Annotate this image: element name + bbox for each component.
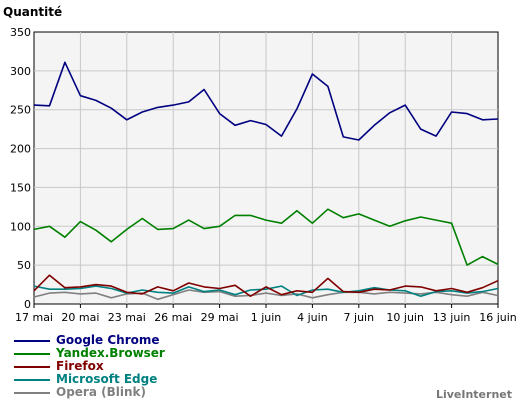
y-tick-label: 100 — [10, 220, 31, 233]
x-tick-label: 10 juin — [386, 311, 424, 324]
series-line-firefox — [33, 274, 499, 298]
series-line-yandex-browser — [33, 208, 499, 266]
series-layer — [33, 61, 499, 301]
legend-swatch-google-chrome — [14, 340, 50, 342]
legend-swatch-firefox — [14, 366, 50, 368]
grid — [34, 32, 498, 304]
legend-label-yandex-browser: Yandex.Browser — [56, 346, 165, 360]
legend-swatch-opera — [14, 392, 50, 394]
legend-label-google-chrome: Google Chrome — [56, 333, 160, 347]
x-tick-label: 7 juin — [344, 311, 375, 324]
y-axis-label: Quantité — [3, 5, 62, 19]
legend-swatch-microsoft-edge — [14, 379, 50, 381]
y-tick-label: 250 — [10, 104, 31, 117]
x-tick-label: 26 mai — [154, 311, 192, 324]
x-tick-label: 17 mai — [15, 311, 53, 324]
axes: 0 50 100 150 200 250 300 350 17 mai 20 mai 23 mai 2… — [10, 26, 517, 324]
x-tick-label: 29 mai — [201, 311, 239, 324]
x-tick-label: 20 mai — [61, 311, 99, 324]
y-tick-label: 150 — [10, 181, 31, 194]
legend-label-firefox: Firefox — [56, 359, 104, 373]
x-tick-label: 1 juin — [251, 311, 282, 324]
x-tick-label: 23 mai — [108, 311, 146, 324]
y-tick-label: 200 — [10, 143, 31, 156]
series-line-opera-blink — [33, 289, 499, 301]
y-tick-label: 350 — [10, 26, 31, 39]
x-tick-label: 16 juin — [479, 311, 517, 324]
y-tick-label: 50 — [17, 259, 31, 272]
legend-label-opera: Opera (Blink) — [56, 385, 146, 399]
legend-swatch-yandex-browser — [14, 353, 50, 355]
watermark: LiveInternet — [435, 388, 512, 401]
x-tick-label: 13 juin — [433, 311, 471, 324]
series-line-google-chrome — [33, 61, 499, 141]
y-tick-label: 0 — [24, 298, 31, 311]
legend-label-microsoft-edge: Microsoft Edge — [56, 372, 158, 386]
series-line-microsoft-edge — [33, 285, 499, 298]
y-tick-label: 300 — [10, 65, 31, 78]
x-tick-label: 4 juin — [297, 311, 328, 324]
